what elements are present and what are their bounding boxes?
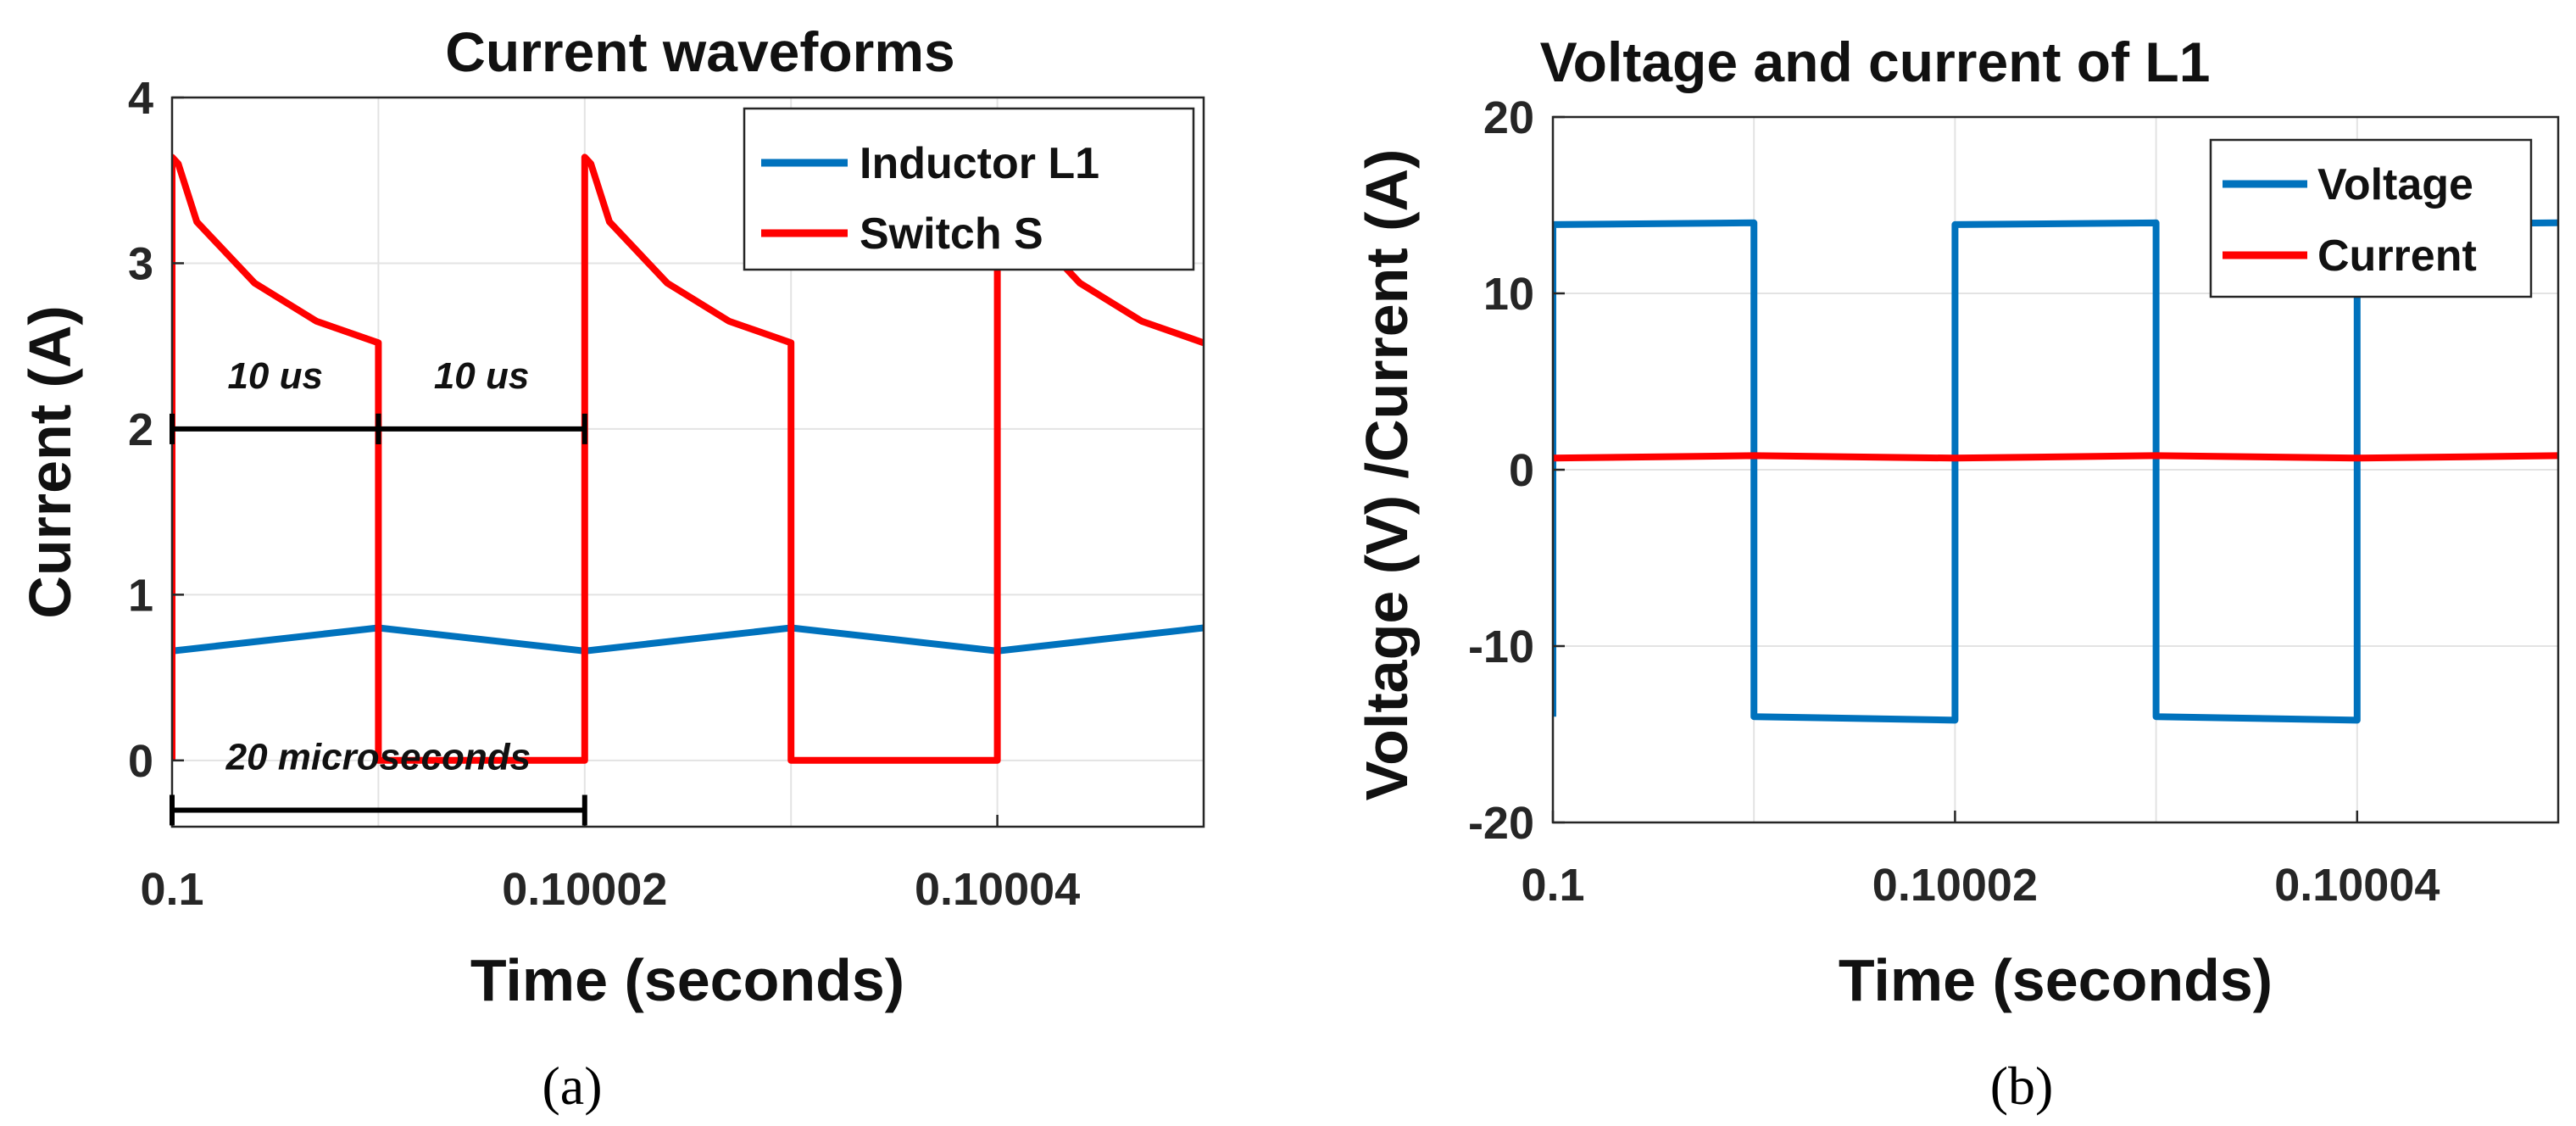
chart-a-legend-inductor: Inductor L1 bbox=[860, 139, 1099, 188]
chart-a-y-tick-label: 1 bbox=[128, 570, 153, 621]
chart-a-annotations: 10 us 10 us 20 microseconds bbox=[170, 355, 587, 826]
chart-a-x-ticks: 0.1 0.10002 0.10004 bbox=[140, 815, 1080, 915]
chart-a-series-inductor-l1 bbox=[172, 624, 1204, 655]
chart-b-x-tick-label: 0.10002 bbox=[1872, 860, 2038, 911]
chart-a-x-tick-label: 0.10004 bbox=[915, 864, 1080, 915]
chart-b-legend-frame bbox=[2209, 138, 2533, 298]
chart-b-x-tick-label: 0.10004 bbox=[2274, 860, 2440, 911]
chart-a-annotation-label: 20 microseconds bbox=[225, 736, 531, 778]
chart-b-x-tick-label: 0.1 bbox=[1521, 860, 1584, 911]
chart-b-y-tick-label: -20 bbox=[1468, 798, 1534, 849]
chart-b-legend-voltage: Voltage bbox=[2317, 160, 2473, 209]
chart-b-title: Voltage and current of L1 bbox=[1540, 31, 2211, 93]
panel-label-a: (a) bbox=[542, 1056, 602, 1116]
chart-b-y-ticks: -20 -10 0 10 20 bbox=[1468, 92, 1565, 849]
chart-a-y-tick-label: 4 bbox=[128, 73, 153, 124]
chart-a-annotation-label: 10 us bbox=[434, 355, 530, 397]
chart-a: Current waveforms 0.1 0.10002 0.10004 0 1 2 3… bbox=[17, 20, 1205, 1013]
chart-b-series-voltage bbox=[1553, 219, 2558, 724]
chart-a-axes-frame bbox=[170, 96, 1205, 828]
chart-b: Voltage and current of L1 0.1 0.10002 0.10… bbox=[1354, 31, 2560, 1013]
chart-b-x-label: Time (seconds) bbox=[1839, 947, 2273, 1013]
chart-b-legend-current: Current bbox=[2317, 231, 2477, 281]
chart-a-legend: Inductor L1 Switch S bbox=[743, 107, 1195, 271]
chart-a-x-tick-label: 0.1 bbox=[140, 864, 203, 915]
chart-a-y-tick-label: 2 bbox=[128, 404, 153, 455]
chart-a-legend-switch: Switch S bbox=[860, 209, 1043, 259]
chart-b-y-tick-label: 20 bbox=[1483, 92, 1534, 143]
chart-b-y-label: Voltage (V) /Current (A) bbox=[1354, 149, 1420, 801]
chart-b-series-current bbox=[1553, 452, 2558, 462]
panel-label-b: (b) bbox=[1990, 1056, 2054, 1116]
chart-a-annotation-label: 10 us bbox=[227, 355, 323, 397]
chart-a-title: Current waveforms bbox=[445, 20, 955, 83]
chart-b-x-ticks: 0.1 0.10002 0.10004 bbox=[1521, 811, 2440, 911]
chart-a-y-ticks: 0 1 2 3 4 bbox=[128, 73, 184, 787]
chart-a-x-label: Time (seconds) bbox=[470, 947, 904, 1013]
chart-a-legend-frame bbox=[743, 107, 1195, 271]
chart-a-y-tick-label: 3 bbox=[128, 238, 153, 289]
chart-a-y-label: Current (A) bbox=[17, 305, 83, 618]
chart-a-y-tick-label: 0 bbox=[128, 736, 153, 787]
chart-b-y-tick-label: 10 bbox=[1483, 269, 1534, 320]
chart-b-legend: Voltage Current bbox=[2209, 138, 2533, 298]
chart-b-plot-area bbox=[1553, 219, 2558, 724]
chart-b-y-tick-label: -10 bbox=[1468, 622, 1534, 672]
chart-b-y-tick-label: 0 bbox=[1509, 445, 1534, 496]
chart-a-x-tick-label: 0.10002 bbox=[502, 864, 667, 915]
